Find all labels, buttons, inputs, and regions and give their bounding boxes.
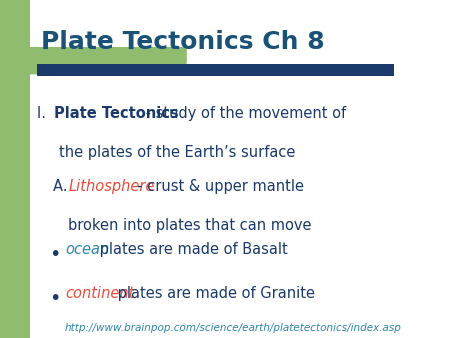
Text: plates are made of Basalt: plates are made of Basalt [95, 242, 288, 257]
Text: broken into plates that can move: broken into plates that can move [68, 218, 312, 233]
FancyBboxPatch shape [0, 0, 31, 338]
Text: I.: I. [36, 106, 50, 121]
Text: ocean: ocean [65, 242, 109, 257]
Text: •: • [49, 245, 60, 264]
Text: •: • [49, 289, 60, 308]
Text: Lithosphere: Lithosphere [68, 179, 155, 194]
Text: - study of the movement of: - study of the movement of [141, 106, 346, 121]
Text: continent: continent [65, 286, 135, 300]
Text: - crust & upper mantle: - crust & upper mantle [128, 179, 304, 194]
FancyBboxPatch shape [36, 64, 394, 76]
Text: Plate Tectonics: Plate Tectonics [54, 106, 178, 121]
FancyBboxPatch shape [0, 0, 187, 74]
Text: the plates of the Earth’s surface: the plates of the Earth’s surface [59, 145, 295, 160]
Text: plates are made of Granite: plates are made of Granite [113, 286, 315, 300]
FancyBboxPatch shape [31, 0, 213, 47]
Text: Plate Tectonics Ch 8: Plate Tectonics Ch 8 [40, 30, 324, 54]
Text: A.: A. [53, 179, 72, 194]
Text: http://www.brainpop.com/science/earth/platetectonics/index.asp: http://www.brainpop.com/science/earth/pl… [65, 323, 402, 333]
